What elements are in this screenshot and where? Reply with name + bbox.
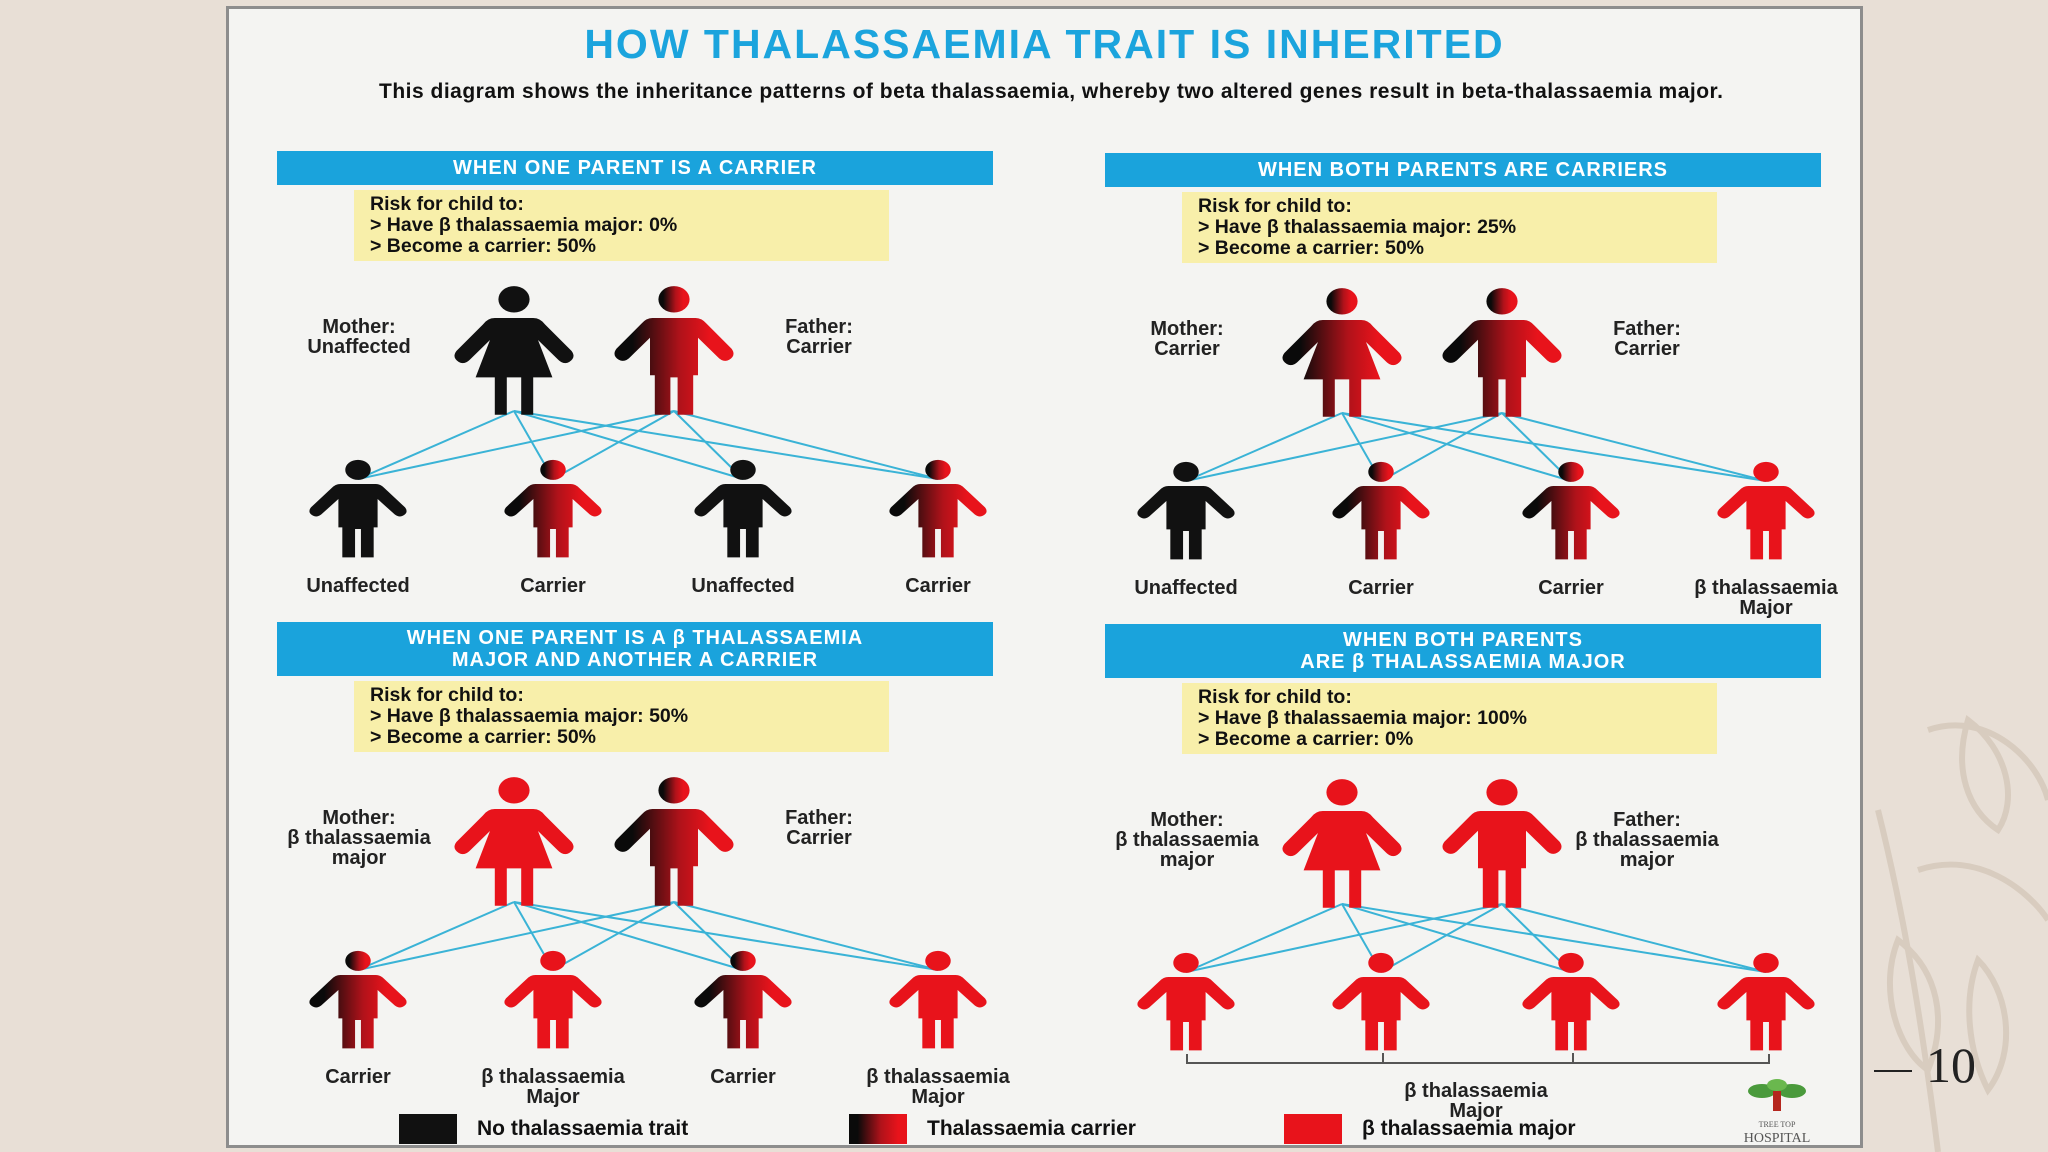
risk-heading: Risk for child to: (1198, 195, 1352, 217)
father-label: Father: β thalassaemia major (1575, 809, 1719, 871)
risk-line: > Have β thalassaemia major: 50% (370, 705, 689, 727)
father-label: Father: Carrier (1613, 318, 1681, 360)
group-label: β thalassaemia Major (1404, 1080, 1548, 1122)
child-label: Unaffected (1134, 577, 1238, 599)
poster: HOW THALASSAEMIA TRAIT IS INHERITED This… (226, 6, 1863, 1148)
child-label: Unaffected (306, 575, 410, 597)
child-figure-icon (504, 459, 602, 559)
child-figure-icon (1522, 952, 1620, 1052)
mother-figure-icon (454, 776, 574, 908)
tree-logo-icon (1748, 1079, 1806, 1111)
child-figure-icon (889, 459, 987, 559)
hospital-logo: TREE TOP HOSPITAL (1727, 1077, 1827, 1146)
risk-heading: Risk for child to: (1198, 686, 1352, 708)
child-figure-icon (889, 950, 987, 1050)
child-figure-icon (1332, 461, 1430, 561)
mother-figure-icon (1282, 778, 1402, 910)
quadrant-header: WHEN BOTH PARENTS ARE β THALASSAEMIA MAJO… (1105, 624, 1821, 678)
legend-item: Thalassaemia carrier (849, 1114, 1136, 1144)
legend-swatch (399, 1114, 457, 1144)
risk-line: > Have β thalassaemia major: 25% (1198, 216, 1517, 238)
child-figure-icon (504, 950, 602, 1050)
child-figure-icon (1717, 952, 1815, 1052)
mother-label: Mother: β thalassaemia major (1115, 809, 1259, 871)
child-figure-icon (309, 459, 407, 559)
risk-box: Risk for child to: > Have β thalassaemia … (1182, 192, 1717, 263)
risk-line: > Become a carrier: 50% (370, 726, 597, 748)
father-figure-icon (614, 285, 734, 417)
quadrant-both-parents-major: WHEN BOTH PARENTS ARE β THALASSAEMIA MAJO… (1077, 617, 1860, 1121)
mother-figure-icon (454, 285, 574, 417)
poster-subtitle: This diagram shows the inheritance patte… (379, 80, 1724, 103)
legend-item: No thalassaemia trait (399, 1114, 688, 1144)
child-label: Carrier (1538, 577, 1604, 599)
father-label: Father: Carrier (785, 807, 853, 849)
risk-box: Risk for child to: > Have β thalassaemia … (354, 681, 889, 752)
quadrant-one-parent-carrier: WHEN ONE PARENT IS A CARRIER Risk for chi… (249, 144, 1049, 609)
mother-figure-icon (1282, 287, 1402, 419)
child-figure-icon (1332, 952, 1430, 1052)
mother-label: Mother: β thalassaemia major (287, 807, 431, 869)
leaf-decoration (1875, 715, 2048, 1152)
quadrant-both-parents-carriers: WHEN BOTH PARENTS ARE CARRIERS Risk for c… (1077, 146, 1860, 618)
inheritance-lines (1185, 903, 1767, 973)
father-figure-icon (1442, 778, 1562, 910)
child-figure-icon (694, 950, 792, 1050)
risk-heading: Risk for child to: (370, 193, 524, 215)
child-label: Carrier (520, 575, 586, 597)
child-figure-icon (1522, 461, 1620, 561)
child-figure-icon (1137, 952, 1235, 1052)
risk-line: > Have β thalassaemia major: 100% (1198, 707, 1527, 729)
risk-line: > Become a carrier: 50% (370, 235, 597, 257)
page-number: 10 (1874, 1036, 1976, 1094)
mother-label: Mother: Carrier (1150, 318, 1224, 360)
quadrant-header: WHEN ONE PARENT IS A CARRIER (277, 151, 993, 185)
legend-label: No thalassaemia trait (477, 1117, 689, 1140)
child-label: Unaffected (691, 575, 795, 597)
risk-box: Risk for child to: > Have β thalassaemia … (354, 190, 889, 261)
legend-swatch (1284, 1114, 1342, 1144)
child-figure-icon (1717, 461, 1815, 561)
inheritance-lines (1185, 412, 1767, 482)
child-label: Carrier (325, 1066, 391, 1088)
mother-label: Mother: Unaffected (307, 316, 411, 358)
risk-line: > Have β thalassaemia major: 0% (370, 214, 678, 236)
logo-small-text: TREE TOP (1758, 1120, 1796, 1129)
logo-text: HOSPITAL (1743, 1131, 1811, 1146)
child-label: β thalassaemia Major (481, 1066, 625, 1108)
father-figure-icon (1442, 287, 1562, 419)
legend-label: β thalassaemia major (1362, 1117, 1576, 1140)
child-figure-icon (1137, 461, 1235, 561)
legend-item: β thalassaemia major (1284, 1114, 1576, 1144)
father-label: Father: Carrier (785, 316, 853, 358)
quadrant-major-and-carrier: WHEN ONE PARENT IS A β THALASSAEMIA MAJOR… (249, 615, 1049, 1107)
inheritance-lines (357, 901, 939, 971)
legend: No thalassaemia trait Thalassaemia carrie… (399, 1114, 1599, 1144)
child-figure-icon (309, 950, 407, 1050)
risk-box: Risk for child to: > Have β thalassaemia … (1182, 683, 1717, 754)
poster-title: HOW THALASSAEMIA TRAIT IS INHERITED (584, 21, 1505, 67)
quadrant-header: WHEN BOTH PARENTS ARE CARRIERS (1105, 153, 1821, 187)
child-label: Carrier (905, 575, 971, 597)
children-bracket (1186, 1053, 1770, 1064)
child-label: β thalassaemia Major (1694, 577, 1838, 619)
risk-line: > Become a carrier: 0% (1198, 728, 1414, 750)
legend-label: Thalassaemia carrier (927, 1117, 1136, 1140)
child-figure-icon (694, 459, 792, 559)
child-label: Carrier (710, 1066, 776, 1088)
child-label: β thalassaemia Major (866, 1066, 1010, 1108)
child-label: Carrier (1348, 577, 1414, 599)
risk-line: > Become a carrier: 50% (1198, 237, 1425, 259)
legend-swatch (849, 1114, 907, 1144)
risk-heading: Risk for child to: (370, 684, 524, 706)
father-figure-icon (614, 776, 734, 908)
quadrant-header: WHEN ONE PARENT IS A β THALASSAEMIA MAJOR… (277, 622, 993, 676)
